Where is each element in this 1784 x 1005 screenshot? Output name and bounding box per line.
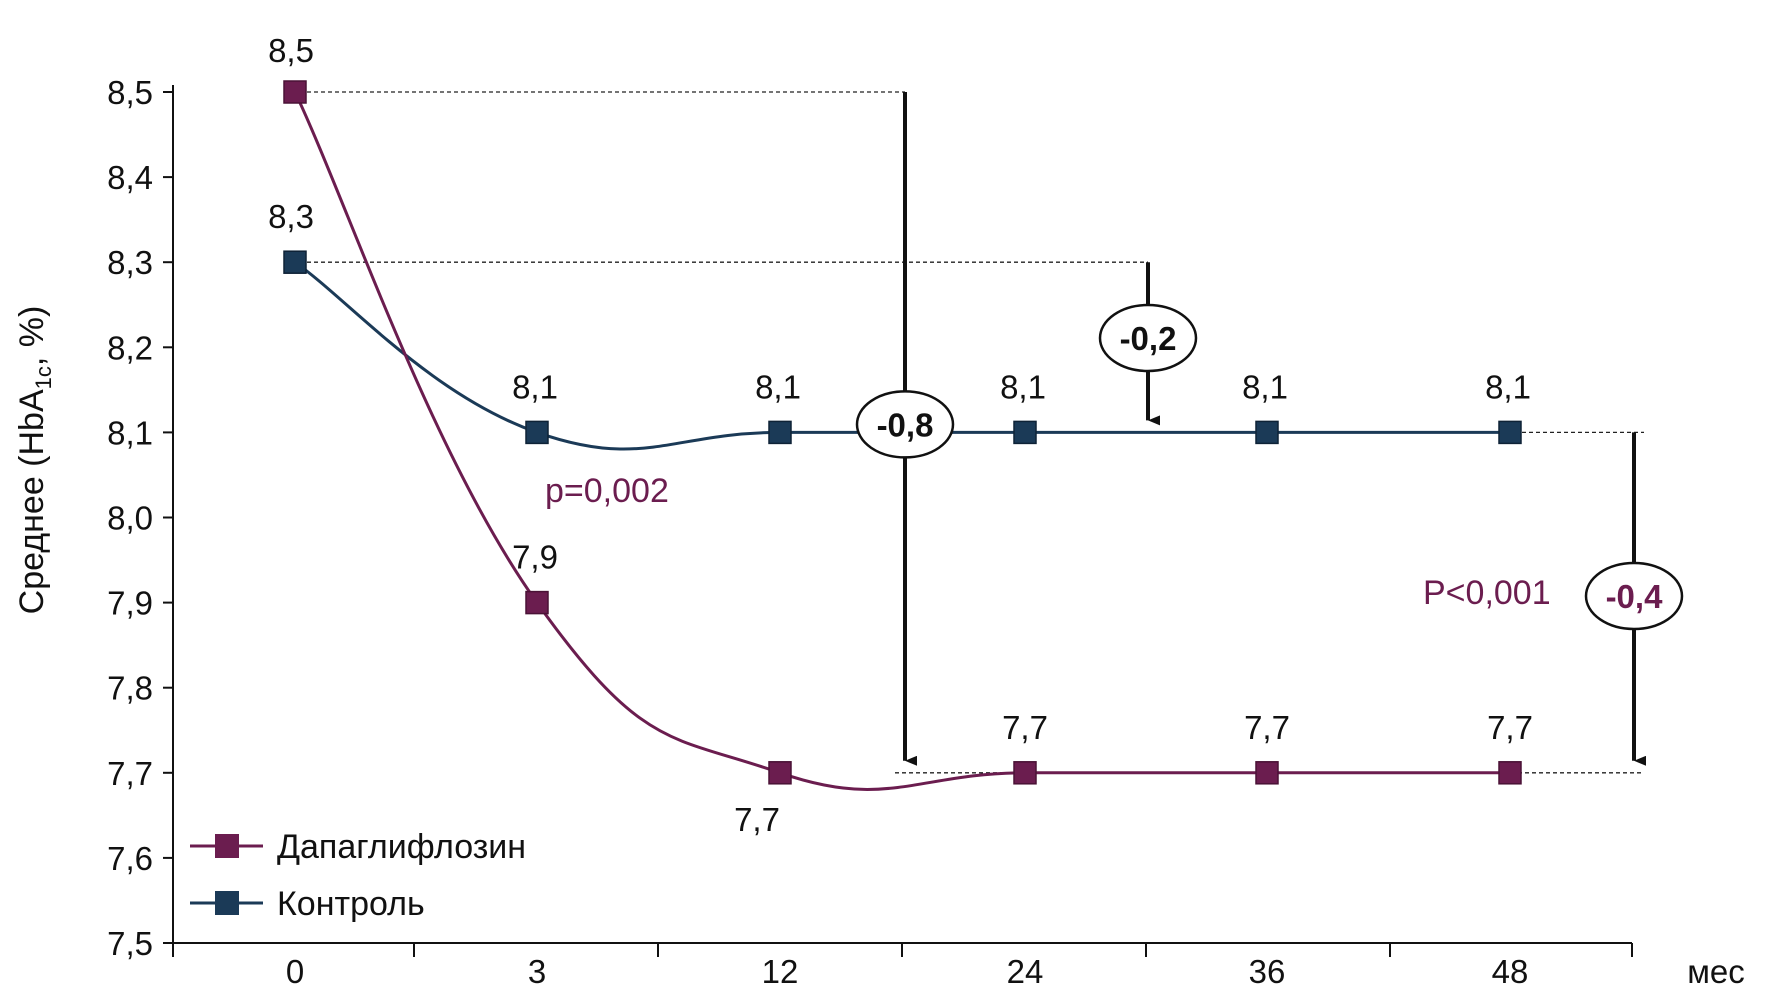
y-axis-ticks: 7,5 7,6 7,7 7,8 7,9 8,0 8,1 8,2 8,3 8,4 8,5 (107, 74, 173, 962)
x-axis-unit: мес (1687, 953, 1745, 990)
bubble-dapa-diff-ellipse (855, 390, 955, 459)
y-tick-label: 7,7 (107, 755, 153, 792)
marker-dapagliflozin (1255, 761, 1279, 785)
marker-control (1255, 420, 1279, 445)
y-axis-label-sub: 1c (31, 366, 56, 389)
x-tick-label: 36 (1249, 953, 1286, 990)
bubble-between-diff-ellipse (1584, 561, 1684, 631)
data-label-dapagliflozin: 7,9 (512, 539, 558, 576)
marker-control (283, 250, 307, 274)
marker-dapagliflozin (525, 590, 549, 615)
data-label-dapagliflozin: 8,5 (268, 32, 314, 69)
marker-dapagliflozin (768, 761, 792, 785)
bubble-control-diff-label: -0,2 (1120, 320, 1177, 357)
bubble-control-diff-ellipse (1098, 303, 1198, 373)
data-label-control: 8,3 (268, 198, 314, 235)
marker-control (1013, 420, 1037, 445)
legend: Дапаглифлозин Контроль (190, 828, 526, 923)
y-tick-label: 7,8 (107, 670, 153, 707)
y-axis-label-main: Среднее (HbA (13, 389, 51, 614)
data-label-control: 8,1 (1242, 368, 1288, 405)
x-tick-label: 48 (1492, 953, 1529, 990)
legend-marker-control (215, 891, 239, 915)
y-tick-label: 8,1 (107, 414, 153, 451)
y-tick-label: 7,6 (107, 840, 153, 877)
y-tick-label: 8,5 (107, 74, 153, 111)
x-tick-label: 12 (762, 953, 799, 990)
y-tick-label: 7,9 (107, 585, 153, 622)
marker-dapagliflozin (1013, 761, 1037, 785)
y-axis-label-tail: , %) (13, 306, 51, 366)
y-tick-label: 8,2 (107, 329, 153, 366)
y-tick-label: 8,3 (107, 244, 153, 281)
bubble-between-diff-label: -0,4 (1606, 578, 1664, 615)
legend-label-control: Контроль (277, 885, 425, 923)
difference-bubbles: -0,8 -0,2 -0,4 (855, 303, 1684, 631)
y-axis-label: Среднее (HbA1c, %) (13, 306, 56, 615)
marker-dapagliflozin (1498, 761, 1522, 785)
y-tick-label: 8,4 (107, 159, 153, 196)
bubble-dapa-diff-label: -0,8 (877, 406, 934, 443)
series-markers (283, 80, 1522, 785)
data-labels: 8,5 7,9 7,7 7,7 7,7 7,7 8,3 8,1 8,1 8,1 8,1 8,1 (268, 32, 1533, 838)
p-value-early: p=0,002 (545, 472, 669, 510)
data-label-dapagliflozin: 7,7 (1244, 709, 1290, 746)
x-tick-label: 24 (1007, 953, 1044, 990)
x-tick-label: 3 (528, 953, 546, 990)
x-axis-ticks: 0 3 12 24 36 48 (172, 943, 1633, 990)
marker-control (525, 420, 549, 445)
legend-marker-dapagliflozin (215, 834, 239, 858)
data-label-control: 8,1 (755, 368, 801, 405)
legend-label-dapagliflozin: Дапаглифлозин (277, 828, 526, 866)
data-label-dapagliflozin: 7,7 (1002, 709, 1048, 746)
axes (172, 85, 1632, 944)
marker-control (1498, 420, 1522, 445)
p-value-late: P<0,001 (1423, 574, 1551, 612)
x-tick-label: 0 (286, 953, 304, 990)
data-label-dapagliflozin: 7,7 (734, 801, 780, 838)
y-tick-label: 8,0 (107, 500, 153, 537)
marker-control (768, 420, 792, 445)
data-label-control: 8,1 (1000, 368, 1046, 405)
marker-dapagliflozin (283, 80, 307, 104)
data-label-control: 8,1 (512, 368, 558, 405)
y-tick-label: 7,5 (107, 925, 153, 962)
data-label-dapagliflozin: 7,7 (1487, 709, 1533, 746)
data-label-control: 8,1 (1485, 368, 1531, 405)
